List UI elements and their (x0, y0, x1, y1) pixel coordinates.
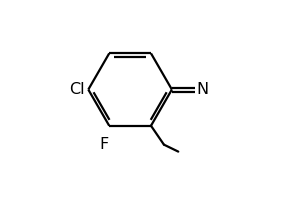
Text: Cl: Cl (69, 82, 85, 97)
Text: N: N (196, 82, 208, 97)
Text: F: F (100, 137, 109, 152)
